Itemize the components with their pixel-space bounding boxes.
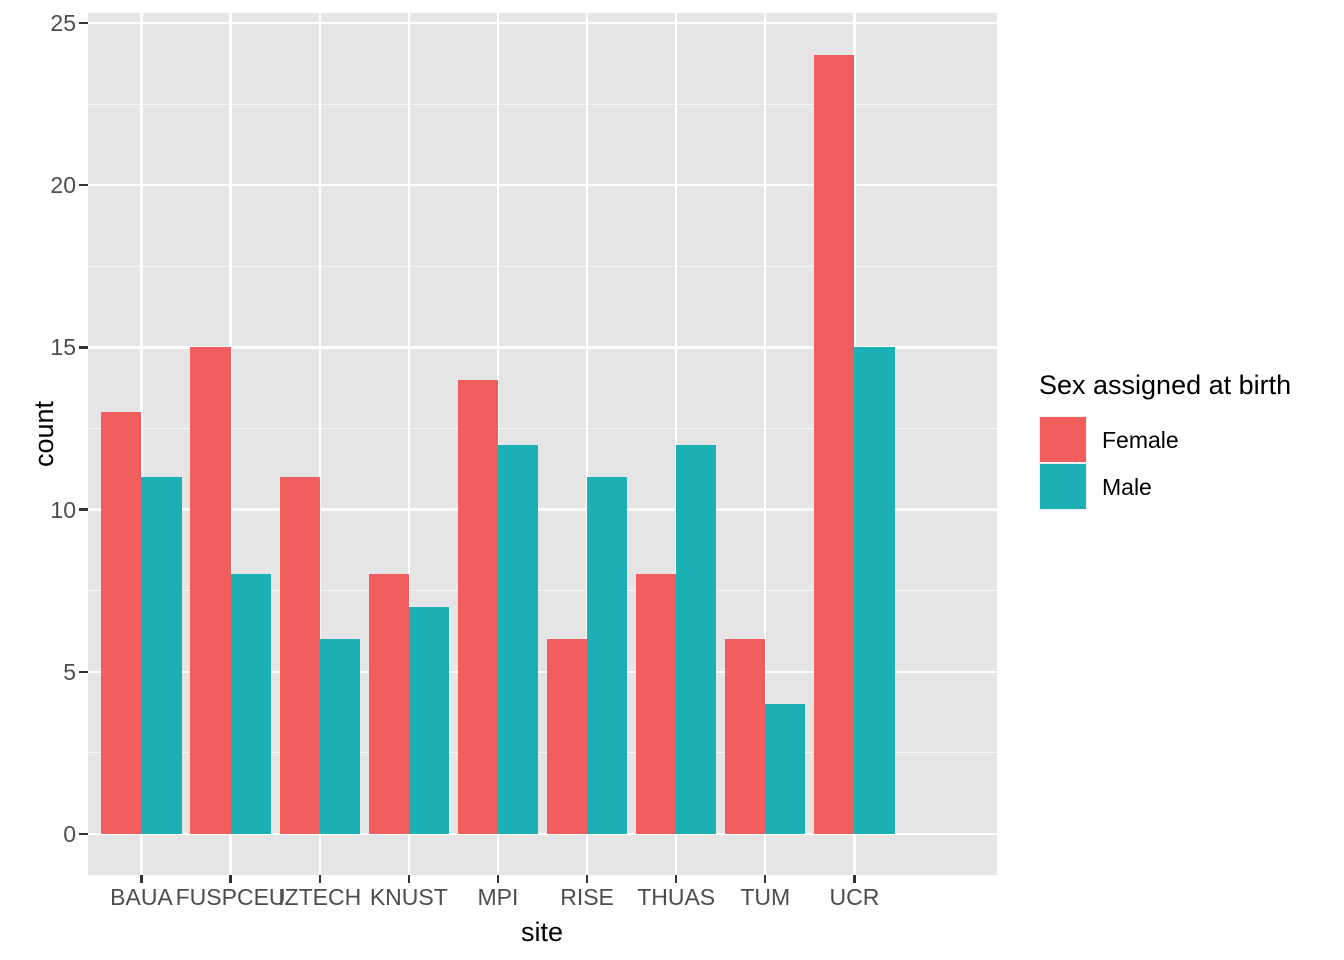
minor-gridline bbox=[88, 265, 997, 267]
minor-gridline bbox=[88, 103, 997, 105]
bar-male-ucr bbox=[854, 347, 895, 834]
x-tick-mark bbox=[674, 875, 678, 883]
bar-female-thuas bbox=[636, 574, 677, 834]
x-tick-mark bbox=[496, 875, 500, 883]
y-axis-title: count bbox=[29, 400, 59, 468]
major-gridline bbox=[88, 346, 997, 349]
vertical-gridline bbox=[674, 13, 678, 875]
y-tick-mark bbox=[79, 184, 88, 187]
legend-label-male: Male bbox=[1102, 473, 1152, 500]
vertical-gridline bbox=[407, 13, 410, 875]
x-tick-mark bbox=[140, 875, 143, 883]
x-tick-mark bbox=[585, 875, 589, 883]
legend-label-female: Female bbox=[1102, 426, 1179, 453]
major-gridline bbox=[88, 21, 997, 25]
bar-male-rise bbox=[587, 477, 628, 834]
bar-female-tum bbox=[725, 639, 766, 834]
male-color-swatch bbox=[1040, 464, 1086, 509]
y-tick-mark bbox=[79, 346, 88, 349]
bar-male-thuas bbox=[676, 444, 717, 834]
vertical-gridline bbox=[585, 13, 589, 875]
bar-female-rise bbox=[546, 639, 588, 834]
x-tick-label-thuas: THUAS bbox=[637, 884, 716, 910]
x-tick-label-baua: BAUA bbox=[110, 884, 173, 910]
y-tick-label: 0 bbox=[63, 821, 76, 847]
vertical-gridline bbox=[140, 13, 143, 875]
y-tick-label: 5 bbox=[63, 658, 76, 685]
legend-title: Sex assigned at birth bbox=[1039, 370, 1292, 400]
plot-panel bbox=[88, 13, 997, 875]
bar-male-iztech bbox=[319, 639, 360, 834]
x-tick-label-mpi: MPI bbox=[477, 884, 519, 910]
x-tick-label-rise: RISE bbox=[560, 884, 614, 910]
legend: Sex assigned at birth Female Male bbox=[1039, 368, 1339, 510]
y-tick-label: 20 bbox=[50, 172, 76, 199]
y-tick-mark bbox=[79, 21, 88, 25]
legend-key bbox=[1039, 416, 1087, 463]
minor-gridline bbox=[88, 590, 997, 592]
bar-male-tum bbox=[765, 704, 806, 834]
y-tick-mark bbox=[79, 670, 88, 673]
x-tick-label-knust: KNUST bbox=[369, 884, 448, 910]
x-tick-label-iztech: IZTECH bbox=[278, 884, 362, 910]
bar-female-fuspceu bbox=[190, 347, 231, 834]
x-tick-mark bbox=[853, 875, 856, 883]
major-gridline bbox=[88, 832, 997, 836]
bar-male-fuspceu bbox=[230, 574, 271, 834]
x-tick-label-tum: TUM bbox=[740, 884, 791, 910]
x-tick-mark bbox=[407, 875, 410, 883]
minor-gridline bbox=[88, 427, 997, 430]
major-gridline bbox=[88, 508, 997, 511]
bar-male-mpi bbox=[497, 444, 539, 834]
vertical-gridline bbox=[318, 13, 321, 875]
x-tick-label-ucr: UCR bbox=[829, 884, 880, 910]
legend-entry-female: Female bbox=[1039, 416, 1339, 463]
vertical-gridline bbox=[496, 13, 500, 875]
bar-female-baua bbox=[101, 412, 142, 834]
legend-entry-male: Male bbox=[1039, 463, 1339, 510]
y-tick-label: 10 bbox=[50, 496, 76, 523]
major-gridline bbox=[88, 670, 997, 673]
vertical-gridline bbox=[853, 13, 856, 875]
bar-female-knust bbox=[368, 574, 409, 834]
bar-female-mpi bbox=[457, 379, 498, 834]
y-tick-label: 25 bbox=[50, 10, 76, 36]
bar-female-iztech bbox=[279, 477, 320, 834]
y-tick-label: 15 bbox=[50, 334, 76, 361]
legend-key bbox=[1039, 463, 1087, 510]
x-tick-mark bbox=[229, 875, 232, 883]
y-tick-mark bbox=[79, 508, 88, 511]
minor-gridline bbox=[88, 752, 997, 754]
bar-male-baua bbox=[141, 477, 182, 834]
bar-male-knust bbox=[408, 606, 449, 834]
x-axis-title: site bbox=[520, 917, 564, 947]
female-color-swatch bbox=[1040, 417, 1086, 462]
x-tick-label-fuspceu: FUSPCEU bbox=[175, 884, 286, 910]
bar-female-ucr bbox=[814, 55, 855, 834]
vertical-gridline bbox=[764, 13, 767, 875]
y-tick-mark bbox=[79, 832, 88, 836]
x-tick-mark bbox=[764, 875, 767, 883]
x-tick-mark bbox=[318, 875, 321, 883]
major-gridline bbox=[88, 184, 997, 187]
